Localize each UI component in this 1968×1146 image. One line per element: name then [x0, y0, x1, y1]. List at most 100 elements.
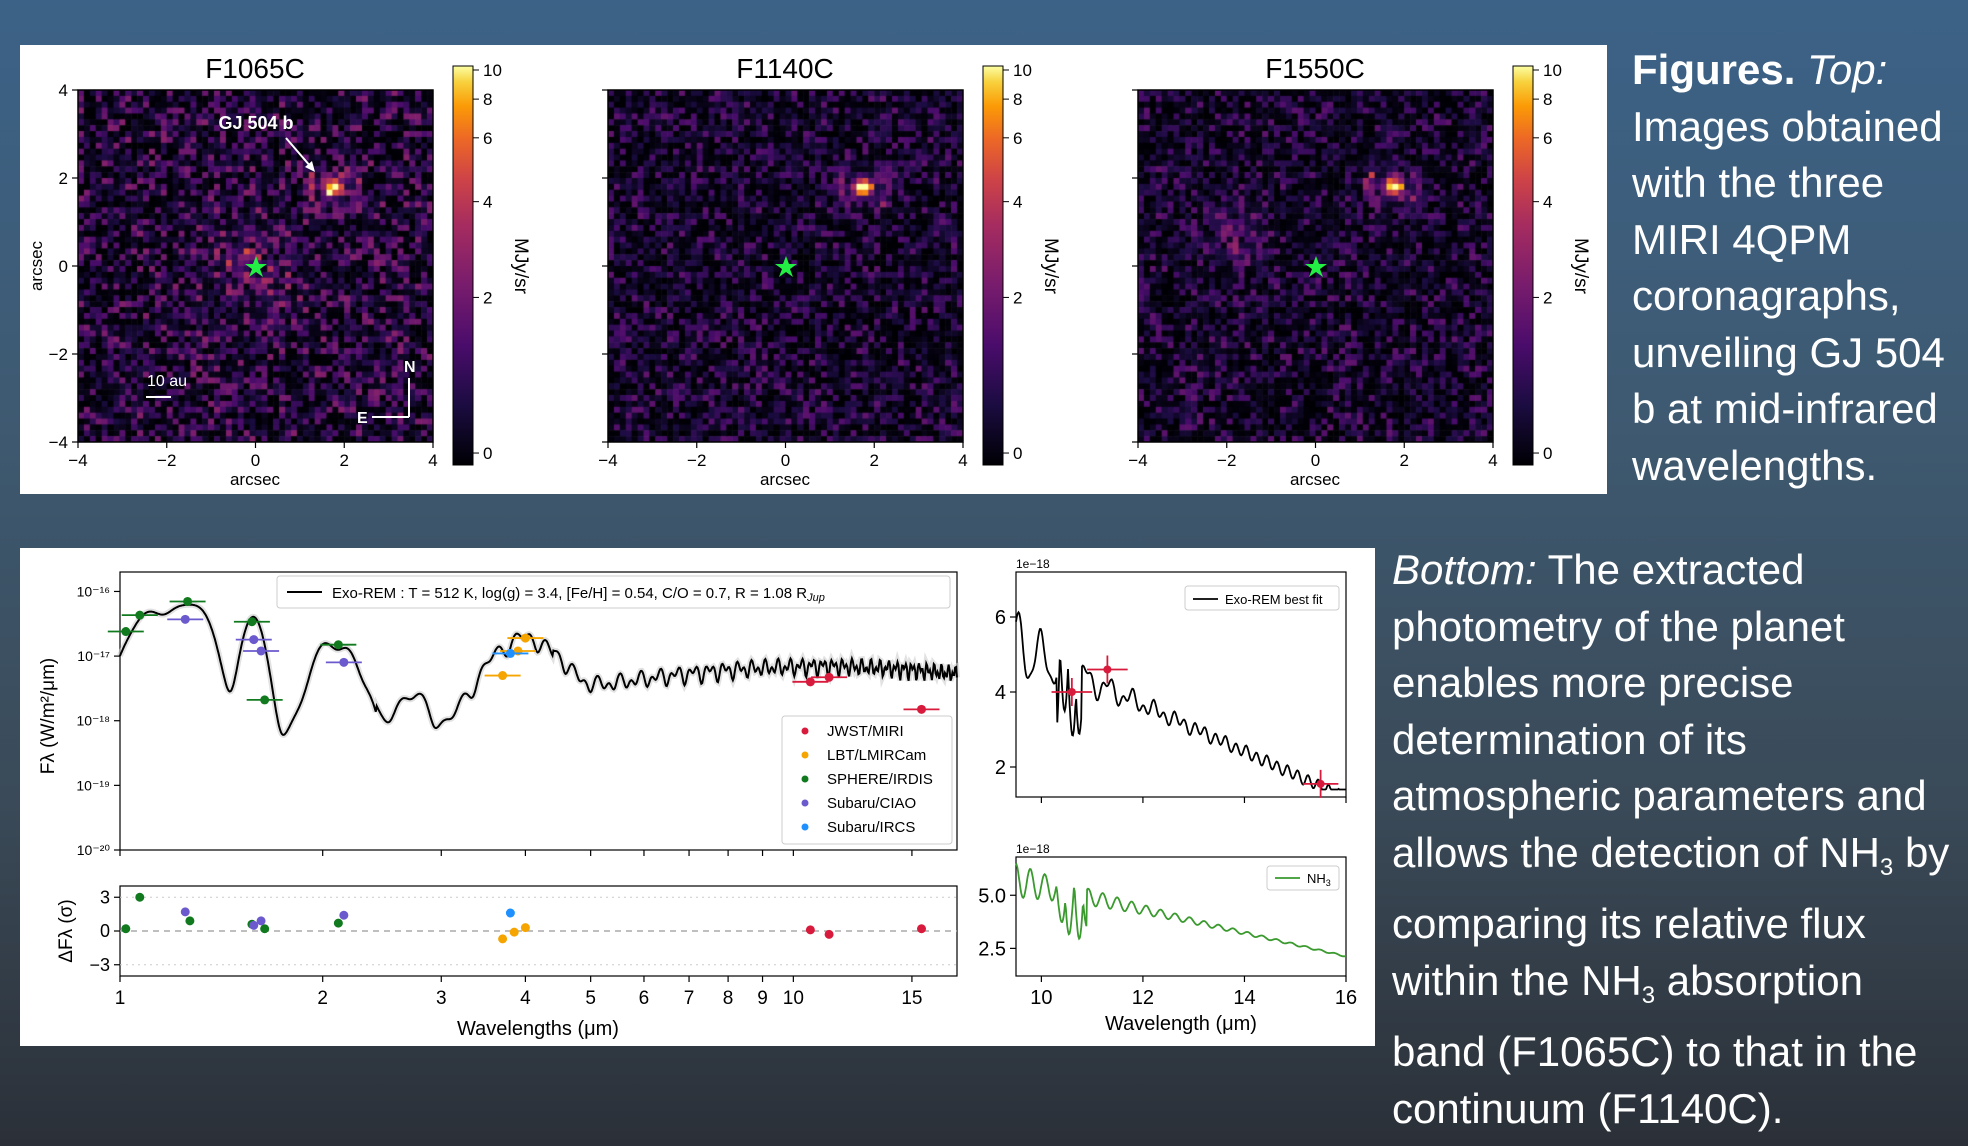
x-tick-label: 12: [1132, 987, 1154, 1009]
x-tick-label: 5: [585, 988, 596, 1009]
y-tick-label: 10⁻¹⁸: [76, 713, 110, 729]
colorbar-tick-label: 4: [1013, 193, 1022, 212]
x-tick-label: 6: [639, 988, 650, 1009]
residual-ylabel: ΔFλ (σ): [56, 899, 77, 962]
compass-n-label: N: [404, 359, 416, 376]
x-tick-label: 15: [901, 988, 922, 1009]
x-tick-label: −4: [1128, 451, 1147, 470]
x-axis-label: arcsec: [230, 470, 281, 489]
image-panel-f1550c: F1550C: [1137, 53, 1494, 443]
caption-bottom-text-1: The extracted photometry of the planet e…: [1392, 546, 1927, 876]
y-tick-label: 10⁻¹⁶: [77, 583, 110, 599]
sed-point: [183, 596, 193, 606]
panel-title: F1065C: [205, 53, 305, 84]
sed-point: [505, 648, 515, 658]
panel-title: F1140C: [736, 53, 834, 84]
x-tick-label: 1: [115, 988, 126, 1009]
sed-point: [260, 695, 270, 705]
residual-point: [805, 925, 815, 935]
nh3-legend-label: NH3: [1307, 871, 1331, 888]
x-tick-label: 8: [723, 988, 734, 1009]
residual-point: [180, 907, 190, 917]
sed-point: [249, 635, 259, 645]
y-tick-label: 10⁻¹⁹: [76, 777, 110, 793]
panel-axes-0: −4 −2 0 2 4 4 2 0 −2 −4 arcsec arcsec 10 8 6 4 2 0 MJy/sr: [27, 61, 531, 489]
residual-point: [135, 892, 145, 902]
x-tick-label: 2: [317, 988, 328, 1009]
y-tick-label: 3: [100, 887, 110, 907]
x-tick-label: −2: [157, 451, 176, 470]
residual-point: [256, 916, 266, 926]
colorbar-tick-label: 10: [1013, 61, 1032, 80]
colorbar-tick-label: 6: [1543, 129, 1552, 148]
model-legend-label: Exo-REM : T = 512 K, log(g) = 3.4, [Fe/H…: [332, 585, 825, 604]
caption-heading: Figures.: [1632, 46, 1796, 93]
y-tick-label: 2: [995, 757, 1006, 779]
sed-point: [180, 614, 190, 624]
caption-top-lead: Top:: [1807, 46, 1888, 93]
x-tick-label: −4: [598, 451, 617, 470]
residual-point: [509, 927, 519, 937]
colorbar-tick-label: 6: [1013, 129, 1022, 148]
y-tick-label: 2: [59, 169, 68, 188]
sed-point: [247, 617, 257, 627]
legend-label: SPHERE/IRDIS: [827, 771, 933, 788]
colorbar-tick-label: 8: [483, 90, 492, 109]
caption-sub-2: 3: [1641, 981, 1656, 1009]
sed-point: [520, 633, 530, 643]
residual-point: [185, 916, 195, 926]
residual-point: [917, 924, 927, 934]
x-tick-label: 4: [520, 988, 531, 1009]
residual-plot: 3 0 −3: [89, 887, 957, 975]
x-tick-label: 2: [1400, 451, 1409, 470]
compass-e-label: E: [357, 410, 368, 427]
colorbar: [452, 65, 474, 466]
caption-bottom-text-3: absorption band (F1065C) to that in the …: [1392, 956, 1918, 1132]
y-tick-label: 0: [100, 921, 110, 941]
y-tick-label: 4: [59, 81, 68, 100]
sed-data-points: [107, 596, 940, 714]
instrument-legend: [781, 715, 953, 845]
sed-point: [805, 677, 815, 687]
x-tick-label: 7: [684, 988, 695, 1009]
y-tick-label: 4: [995, 682, 1006, 704]
sed-point: [256, 646, 266, 656]
zoom-point: [1316, 779, 1325, 788]
sed-point: [135, 610, 145, 620]
panel-axes-2: −4 −2 0 2 4 arcsec 10 8 6 4 2 0 MJy/sr: [1128, 61, 1591, 489]
residual-point: [333, 918, 343, 928]
residual-point: [505, 908, 515, 918]
planet-arrow: [285, 137, 312, 168]
zoom-point: [1067, 688, 1076, 696]
colorbar-tick-label: 10: [1543, 61, 1562, 80]
residual-point: [824, 929, 834, 939]
zoom-legend-label: Exo-REM best fit: [1225, 592, 1323, 607]
x-tick-label: 4: [428, 451, 437, 470]
colorbar-tick-label: 0: [1013, 444, 1022, 463]
sed-point: [333, 640, 343, 650]
x-tick-label: 10: [1030, 987, 1052, 1009]
residual-point: [260, 924, 270, 934]
x-tick-label: 9: [757, 988, 768, 1009]
y-tick-label: 5.0: [978, 885, 1006, 907]
image-axes: −4 −2 0 2 4420−2−4arcsecarcsec1086420MJy/sr−…: [27, 61, 1591, 489]
x-tick-label: −2: [1217, 451, 1236, 470]
nh3-xlabel: Wavelength (μm): [1105, 1013, 1257, 1035]
zoom-point: [1103, 665, 1112, 674]
image-panel-f1065c: F1065C GJ 504 b 10 au N E: [77, 53, 434, 443]
x-tick-label: 0: [1311, 451, 1320, 470]
model-legend-box: [276, 575, 951, 609]
x-tick-label: 16: [1335, 987, 1357, 1009]
legend-label: LBT/LMIRCam: [827, 747, 926, 764]
colorbar-tick-label: 4: [1543, 193, 1552, 212]
y-tick-label: −4: [49, 433, 68, 452]
zoom-axes-frame: [1015, 571, 1347, 798]
colorbar-label: MJy/sr: [1570, 238, 1591, 295]
colorbar-tick-label: 0: [483, 444, 492, 463]
sed-point: [498, 671, 508, 681]
x-tick-label: 2: [870, 451, 879, 470]
residual-point: [520, 923, 530, 933]
caption-sub-1: 3: [1879, 853, 1894, 881]
sed-axes-frame: [119, 571, 958, 851]
y-tick-label: 10⁻¹⁷: [77, 648, 110, 664]
